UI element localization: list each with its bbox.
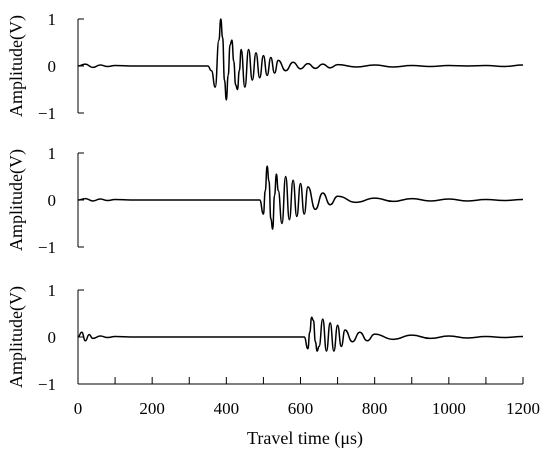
x-tick-label: 400 (214, 399, 240, 418)
y-tick-label: −1 (38, 238, 56, 257)
waveform-trace-2 (77, 165, 524, 230)
y-tick-label: 1 (48, 144, 57, 163)
y-tick-label: −1 (38, 104, 56, 123)
panels: 1 0 −1 Amplitude(V) 1 0 −1 Amplitude(V) 1 0 −1 Ampl… (6, 10, 524, 394)
y-tick-label: 1 (48, 10, 57, 29)
y-axis-title: Amplitude(V) (6, 15, 27, 117)
x-tick-label: 200 (139, 399, 165, 418)
panel-2: 1 0 −1 Amplitude(V) (6, 144, 524, 257)
x-tick-label: 1200 (506, 399, 540, 418)
y-axis-title: Amplitude(V) (6, 286, 27, 388)
x-tick-label: 0 (74, 399, 83, 418)
x-tick-label: 600 (288, 399, 314, 418)
y-tick-label: −1 (38, 375, 56, 394)
y-axis-title: Amplitude(V) (6, 149, 27, 251)
waveform-trace-3 (77, 316, 524, 352)
x-axis-title: Travel time (μs) (247, 428, 363, 449)
waveform-trace-1 (77, 18, 524, 101)
panel-1: 1 0 −1 Amplitude(V) (6, 10, 524, 123)
y-tick-label: 1 (48, 281, 57, 300)
y-tick-label: 0 (48, 328, 57, 347)
x-tick-label: 1000 (432, 399, 466, 418)
y-tick-label: 0 (48, 57, 57, 76)
y-tick-label: 0 (48, 191, 57, 210)
x-axis-tick-labels: 0 200 400 600 800 1000 1200 (74, 399, 540, 418)
panel-3: 1 0 −1 Amplitude(V) (6, 281, 524, 394)
x-tick-label: 800 (362, 399, 388, 418)
